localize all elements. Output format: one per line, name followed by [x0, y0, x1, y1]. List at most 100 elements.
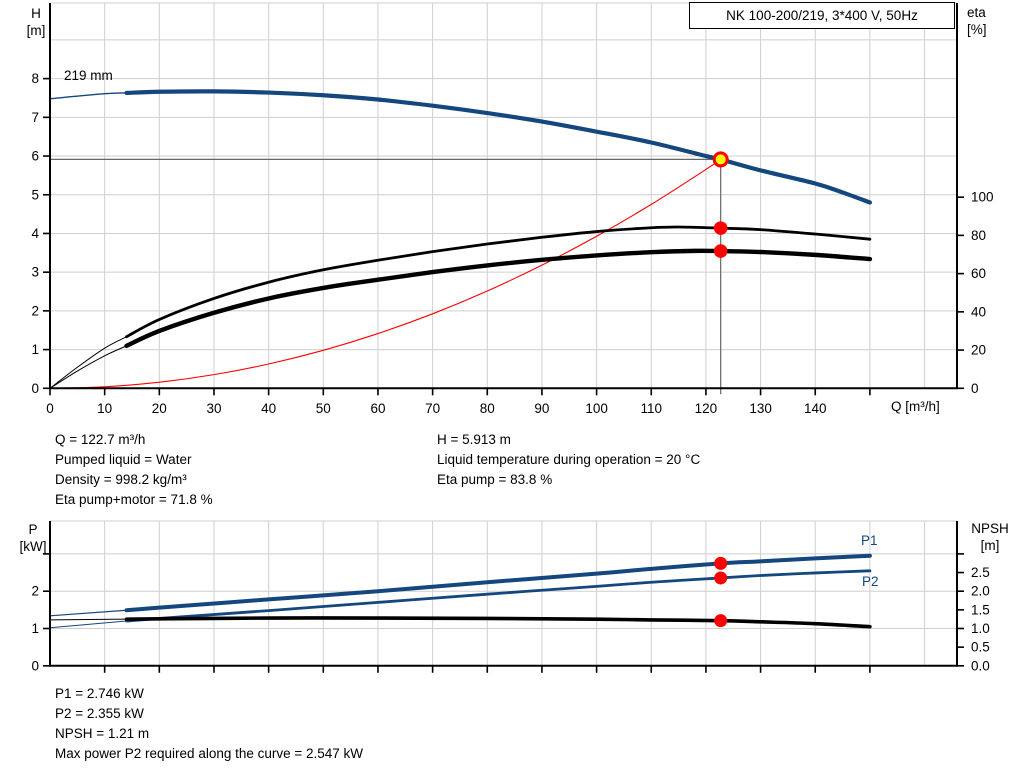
duty-point-info-left: Q = 122.7 m³/h Pumped liquid = Water Den…	[55, 430, 213, 510]
svg-text:6: 6	[31, 149, 39, 164]
eta-pump-thin	[49, 336, 128, 389]
svg-text:80: 80	[480, 401, 495, 416]
eta-axis-symbol: eta	[967, 5, 986, 20]
p1-curve	[49, 553, 872, 617]
h-axis-symbol: H	[31, 6, 41, 21]
h-axis-unit: [m]	[26, 23, 46, 38]
svg-text:50: 50	[316, 401, 331, 416]
p-axis-label: P [kW]	[16, 521, 50, 555]
p1-curve-thick	[124, 553, 872, 613]
duty-point-crosshair	[50, 158, 722, 395]
svg-text:1: 1	[31, 342, 39, 357]
eta-pump-point	[713, 221, 728, 235]
impeller-diameter-label: 219 mm	[64, 68, 113, 83]
svg-text:20: 20	[152, 401, 167, 416]
svg-text:2: 2	[31, 584, 39, 599]
head-curve-219mm-thin	[49, 92, 128, 100]
info-h: H = 5.913 m	[437, 432, 511, 447]
p-axis-unit: [kW]	[19, 539, 47, 554]
eta-axis-label: eta [%]	[967, 4, 987, 38]
info-eta-pump-motor: Eta pump+motor = 71.8 %	[55, 492, 213, 507]
info-npsh: NPSH = 1.21 m	[55, 726, 150, 741]
svg-text:100: 100	[585, 401, 608, 416]
npsh-axis-symbol: NPSH	[971, 521, 1009, 536]
svg-text:110: 110	[640, 401, 662, 416]
svg-text:0: 0	[31, 658, 39, 673]
svg-text:5: 5	[31, 187, 39, 202]
info-max-power: Max power P2 required along the curve = …	[55, 746, 364, 761]
axes: 0 1 2 0.0 0.5 1.0 1.5 2.0 2.5	[31, 521, 990, 673]
head-curve-219mm-thick	[124, 89, 872, 205]
eta-pump	[49, 225, 872, 389]
svg-text:140: 140	[804, 401, 827, 416]
info-p1: P1 = 2.746 kW	[55, 686, 144, 701]
p1-point	[714, 556, 728, 570]
p2-curve-label: P2	[862, 574, 879, 589]
p1-curve-thin	[49, 609, 128, 617]
gridlines	[50, 2, 957, 389]
head-curve-219mm	[49, 89, 872, 205]
p-axis-symbol: P	[28, 522, 38, 537]
eta-pump-motor	[49, 248, 873, 389]
axes: 0 10 20 30 40 50 60 70 80 90 100 110 120 130 140012345…	[31, 3, 994, 416]
svg-text:60: 60	[370, 401, 385, 416]
p2-curve-thin	[49, 620, 128, 629]
operating-point-markers	[712, 151, 729, 258]
svg-text:100: 100	[971, 190, 994, 205]
duty-point-info-right: H = 5.913 m Liquid temperature during op…	[437, 430, 700, 490]
eta-pump-thick	[125, 225, 872, 339]
info-q: Q = 122.7 m³/h	[55, 432, 146, 447]
duty-point	[712, 151, 729, 168]
svg-text:2.0: 2.0	[971, 584, 990, 599]
system-curve	[49, 158, 722, 389]
power-npsh-chart: 0 1 2 0.0 0.5 1.0 1.5 2.0 2.5	[31, 520, 990, 673]
svg-text:0: 0	[46, 401, 54, 416]
npsh-point	[714, 614, 728, 628]
p2-curve	[49, 569, 872, 629]
svg-text:0: 0	[971, 381, 979, 396]
h-axis-label: H [m]	[20, 5, 52, 39]
hq-eta-chart: 0 10 20 30 40 50 60 70 80 90 100 110 120 130 140012345…	[31, 2, 994, 416]
power-npsh-info: P1 = 2.746 kW P2 = 2.355 kW NPSH = 1.21 …	[55, 684, 363, 764]
info-pumped-liquid: Pumped liquid = Water	[55, 452, 192, 467]
npsh-curve-thin	[49, 618, 128, 621]
eta-pump-motor-thin	[49, 345, 128, 389]
svg-text:60: 60	[971, 266, 986, 281]
info-p2: P2 = 2.355 kW	[55, 706, 144, 721]
svg-text:4: 4	[31, 226, 39, 241]
svg-text:0: 0	[31, 381, 39, 396]
svg-text:2: 2	[31, 303, 39, 318]
q-axis-label: Q [m³/h]	[891, 399, 940, 414]
svg-text:0.0: 0.0	[971, 658, 990, 673]
svg-text:7: 7	[31, 110, 39, 125]
svg-text:8: 8	[31, 71, 39, 86]
svg-text:1.5: 1.5	[971, 602, 990, 617]
svg-text:130: 130	[749, 401, 772, 416]
pump-title-box: NK 100-200/219, 3*400 V, 50Hz	[689, 2, 955, 29]
npsh-axis-label: NPSH [m]	[966, 520, 1014, 554]
svg-text:40: 40	[261, 401, 276, 416]
eta-pump-motor-thick	[124, 248, 873, 349]
npsh-curve	[49, 616, 872, 629]
svg-text:90: 90	[534, 401, 549, 416]
p1-curve-label: P1	[861, 533, 878, 548]
svg-text:70: 70	[425, 401, 440, 416]
p2-point	[714, 571, 728, 585]
eta-axis-unit: [%]	[967, 22, 987, 37]
npsh-curve-thick	[124, 616, 872, 629]
info-eta-pump: Eta pump = 83.8 %	[437, 472, 553, 487]
info-density: Density = 998.2 kg/m³	[55, 472, 187, 487]
npsh-axis-unit: [m]	[980, 538, 1000, 553]
p2-curve-thick	[125, 569, 872, 623]
operating-point-markers	[714, 556, 728, 628]
svg-text:3: 3	[31, 265, 39, 280]
eta-pump-motor-point	[713, 244, 728, 258]
svg-text:30: 30	[206, 401, 221, 416]
svg-text:1: 1	[31, 621, 39, 636]
svg-text:2.5: 2.5	[971, 565, 990, 580]
svg-text:120: 120	[695, 401, 718, 416]
svg-text:40: 40	[971, 304, 986, 319]
info-liquid-temperature: Liquid temperature during operation = 20…	[437, 452, 701, 467]
